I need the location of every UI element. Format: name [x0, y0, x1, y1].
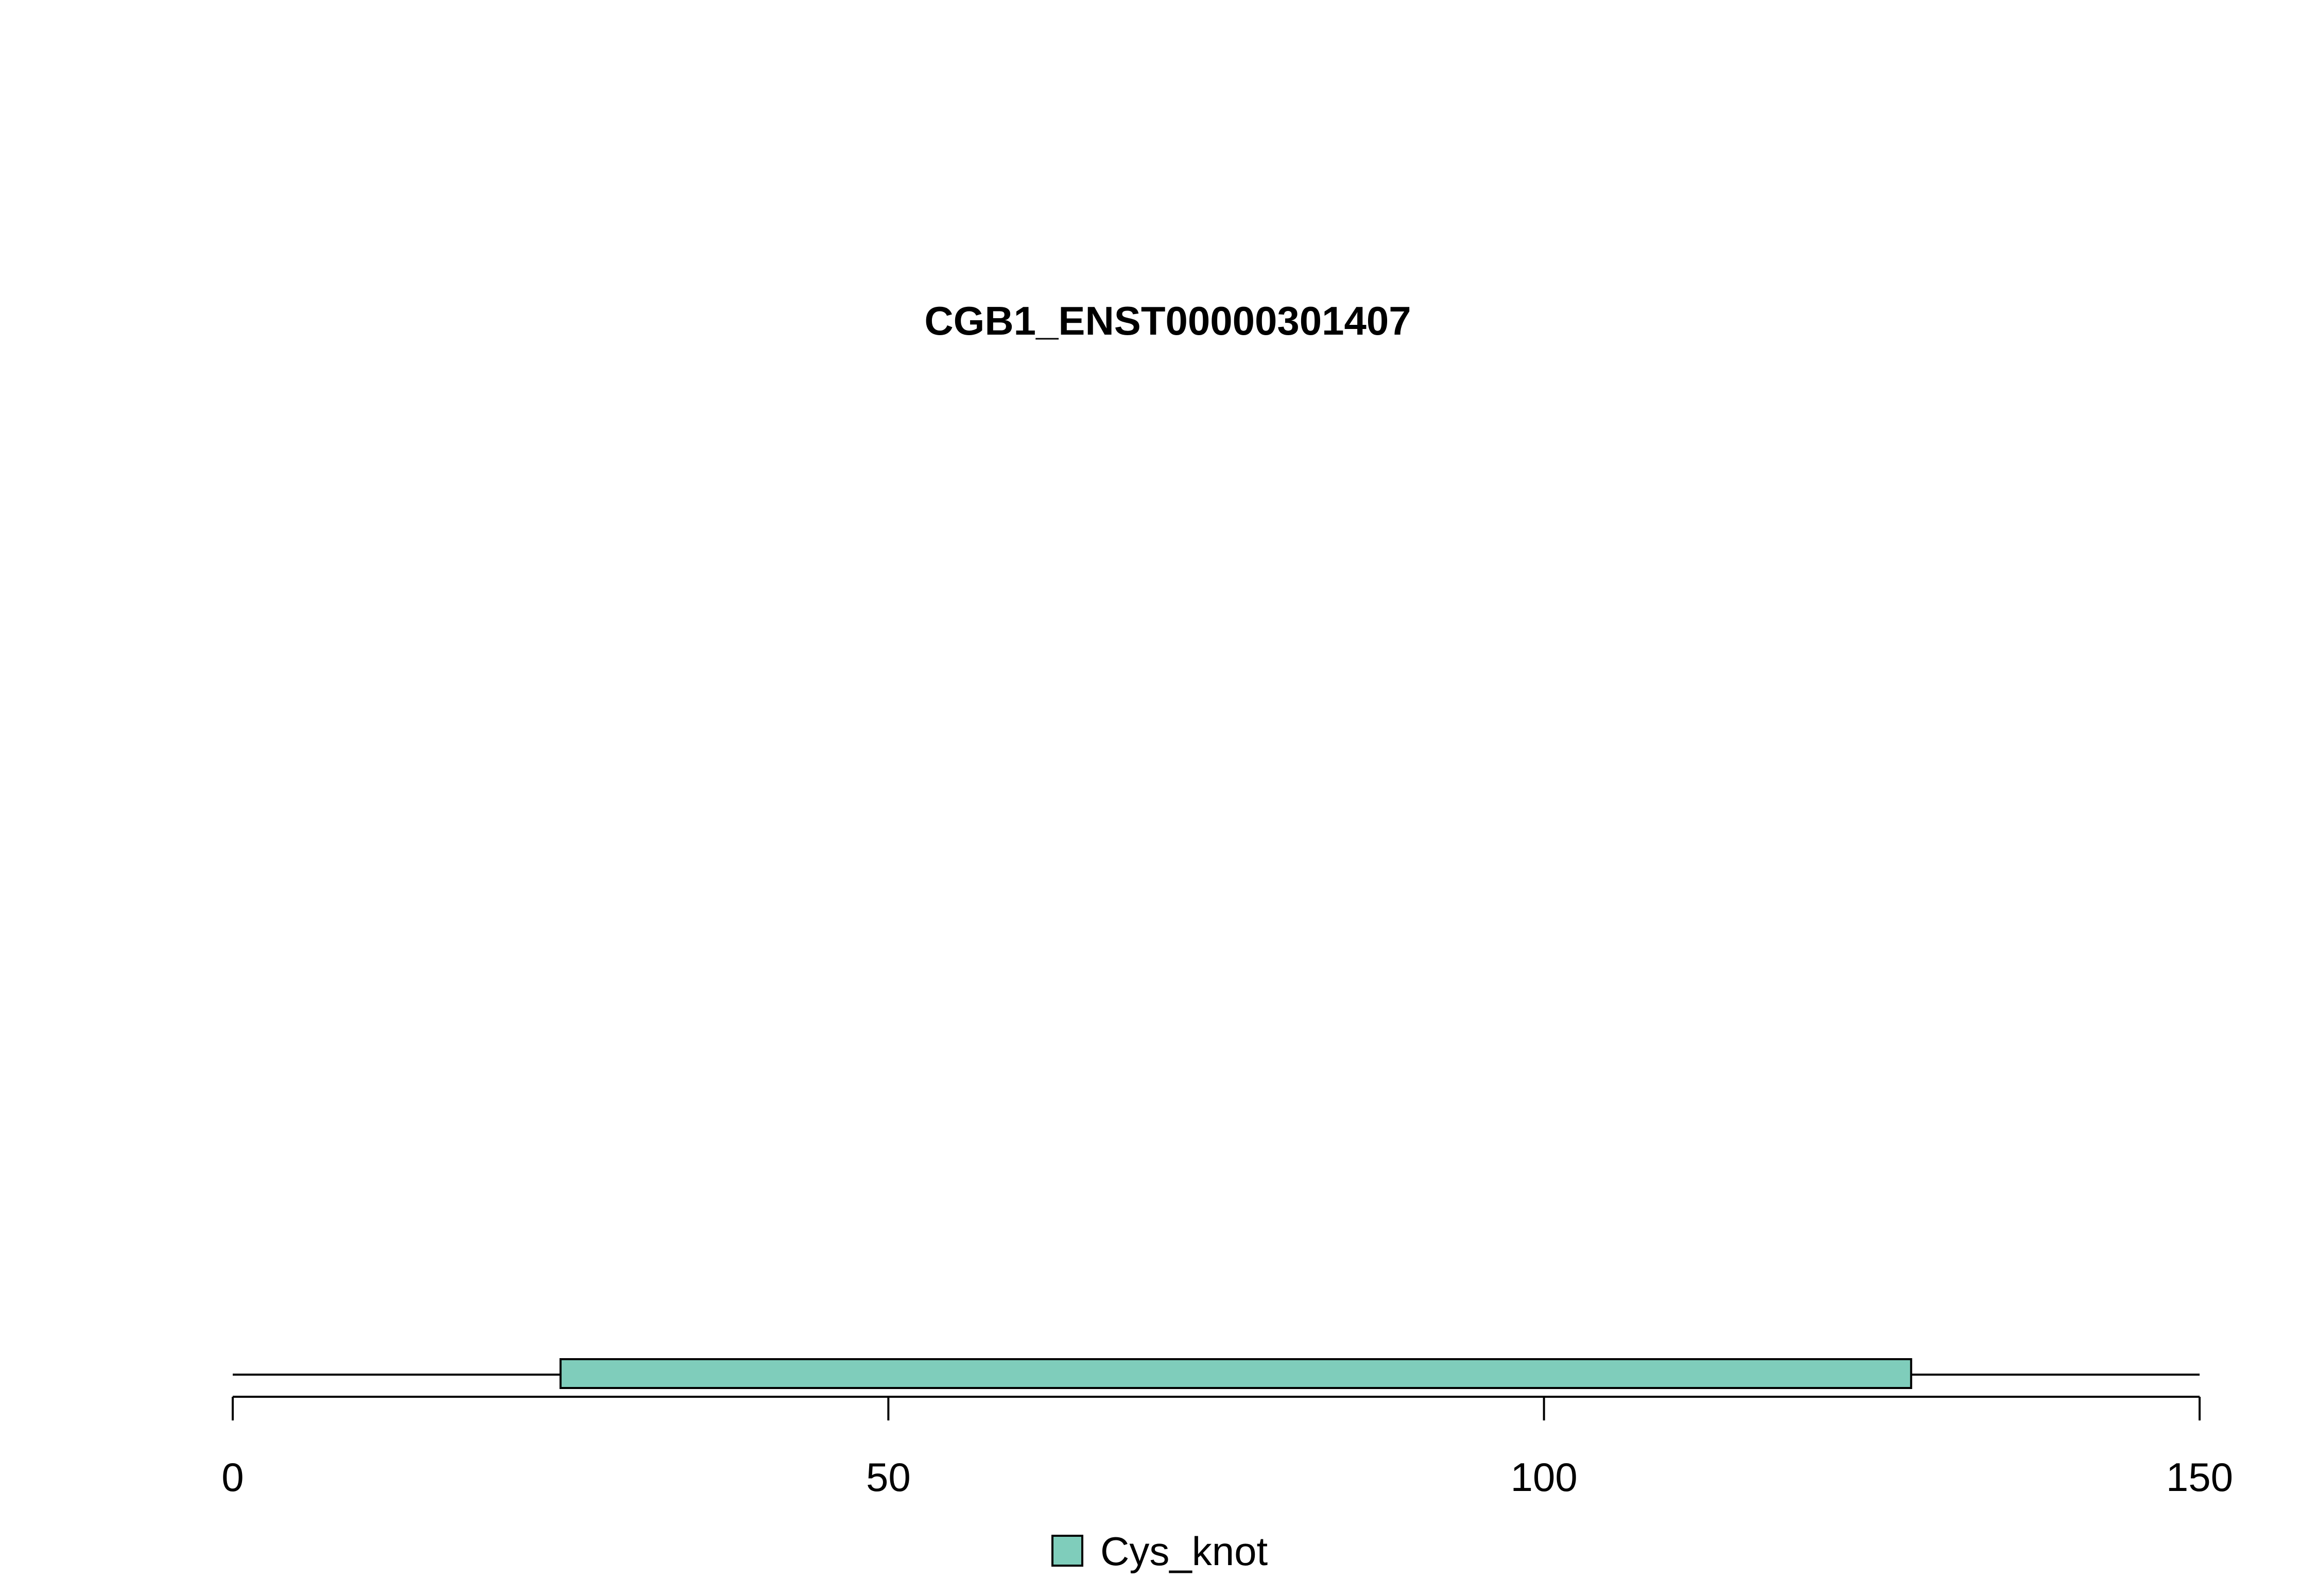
- legend: Cys_knot: [1051, 1529, 1268, 1574]
- legend-label-cys-knot: Cys_knot: [1100, 1529, 1268, 1574]
- x-tick-label: 150: [2166, 1454, 2233, 1500]
- chart-title: CGB1_ENST00000301407: [924, 298, 1411, 343]
- legend-swatch-cys-knot: [1051, 1535, 1083, 1567]
- domain-group: [559, 1358, 1912, 1389]
- x-tick-label: 50: [866, 1454, 911, 1500]
- x-tick-label: 0: [221, 1454, 244, 1500]
- x-axis: 0 50 100 150: [221, 1396, 2233, 1500]
- x-tick-label: 100: [1511, 1454, 1578, 1500]
- domain-box-cys-knot: [559, 1358, 1912, 1389]
- x-axis-ticks: 0 50 100 150: [221, 1397, 2233, 1500]
